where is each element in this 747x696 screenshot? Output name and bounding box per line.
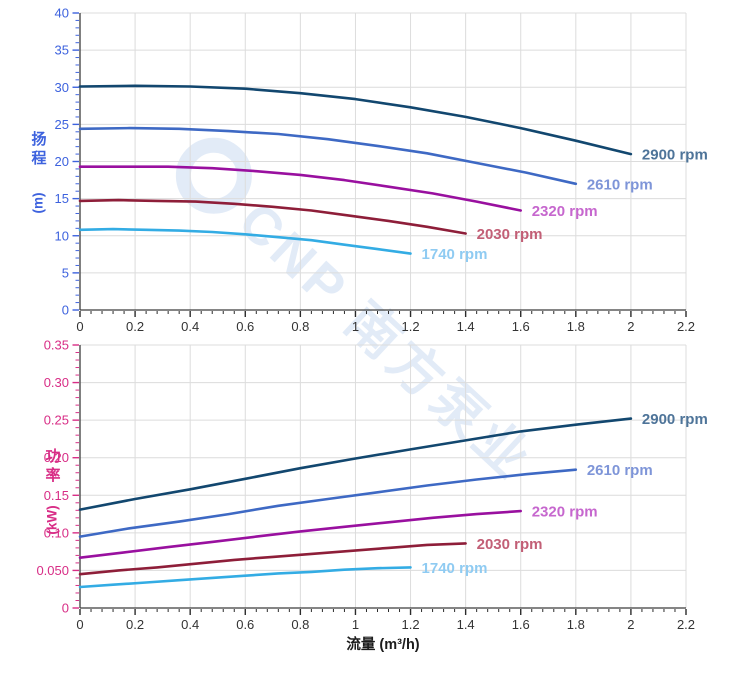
curve-1740-rpm (78, 227, 412, 255)
curve-1740-rpm (78, 566, 412, 589)
x-tick-label: 2 (627, 617, 634, 632)
x-tick-label: 0 (76, 617, 83, 632)
y-tick-label: 20 (55, 154, 69, 169)
y-tick-label: 10 (55, 228, 69, 243)
power-chart: 0 0.2 0.4 0.6 0.8 1 1.2 1.4 1.6 1.8 2 2.2 0 0.050 0.10… (36, 338, 707, 633)
x-tick-label: 0.8 (291, 319, 309, 334)
y-tick-label: 40 (55, 6, 69, 21)
curve-2320-rpm (78, 165, 523, 212)
y-tick-label: 5 (62, 265, 69, 280)
head-axis-unit: (m) (30, 192, 46, 213)
x-tick-label: 1.2 (402, 617, 420, 632)
x-tick-label: 0.4 (181, 319, 199, 334)
curve-2030-rpm (78, 198, 467, 235)
curve-2030-rpm (78, 542, 467, 576)
x-tick-label: 0.2 (126, 319, 144, 334)
curve-label-1740-rpm: 1740 rpm (422, 246, 488, 263)
y-tick-label: 0.30 (44, 375, 69, 390)
curve-label-2610-rpm: 2610 rpm (587, 176, 653, 193)
x-tick-label: 1.2 (402, 319, 420, 334)
curve-2610-rpm (78, 468, 578, 538)
x-tick-label: 1 (352, 617, 359, 632)
power-axis-title-text: 功率 (45, 448, 61, 484)
power-axis-title: 功率 (kW) (36, 448, 70, 546)
x-tick-label: 1.8 (567, 319, 585, 334)
x-tick-label: 1.6 (512, 617, 530, 632)
curve-label-2610-rpm: 2610 rpm (587, 462, 653, 479)
curve-label-1740-rpm: 1740 rpm (422, 560, 488, 577)
y-tick-label: 15 (55, 191, 69, 206)
x-tick-label: 2.2 (677, 617, 695, 632)
head-axis-title-text: 扬程 (31, 131, 47, 167)
curve-label-2900-rpm: 2900 rpm (642, 411, 708, 428)
curve-2900-rpm (78, 84, 633, 156)
x-tick-label: 1.4 (457, 617, 475, 632)
y-tick-label: 0.10 (44, 525, 69, 540)
curve-2610-rpm (78, 126, 578, 186)
x-tick-label: 0 (76, 319, 83, 334)
head-axis-title: 扬程 (m) (22, 131, 56, 229)
x-tick-label: 0.6 (236, 319, 254, 334)
y-tick-label: 0 (62, 601, 69, 616)
x-tick-label: 2 (627, 319, 634, 334)
curve-label-2030-rpm: 2030 rpm (477, 536, 543, 553)
x-tick-label: 0.6 (236, 617, 254, 632)
x-tick-label: 1.6 (512, 319, 530, 334)
x-tick-label: 1.4 (457, 319, 475, 334)
x-tick-label: 0.4 (181, 617, 199, 632)
curve-label-2320-rpm: 2320 rpm (532, 203, 598, 220)
y-tick-label: 0.25 (44, 413, 69, 428)
flow-axis-title: 流量 (m³/h) (346, 637, 420, 653)
x-tick-label: 0.8 (291, 617, 309, 632)
y-tick-label: 0.35 (44, 338, 69, 353)
head-chart: 0 0.2 0.4 0.6 0.8 1 1.2 1.4 1.6 1.8 2 2.2 0 5 10 15 20 25… (55, 6, 708, 335)
curve-2320-rpm (78, 509, 523, 560)
y-tick-label: 0.050 (36, 563, 69, 578)
y-tick-label: 0.20 (44, 450, 69, 465)
y-tick-label: 0.15 (44, 488, 69, 503)
y-tick-label: 30 (55, 80, 69, 95)
y-tick-label: 35 (55, 43, 69, 58)
x-tick-label: 1.8 (567, 617, 585, 632)
curve-label-2900-rpm: 2900 rpm (642, 147, 708, 164)
x-tick-label: 1 (352, 319, 359, 334)
power-axis-unit: (kW) (44, 504, 60, 535)
y-tick-label: 25 (55, 117, 69, 132)
curve-label-2320-rpm: 2320 rpm (532, 504, 598, 521)
x-tick-label: 0.2 (126, 617, 144, 632)
x-tick-label: 2.2 (677, 319, 695, 334)
curve-label-2030-rpm: 2030 rpm (477, 226, 543, 243)
curve-2900-rpm (78, 417, 633, 511)
y-tick-label: 0 (62, 303, 69, 318)
